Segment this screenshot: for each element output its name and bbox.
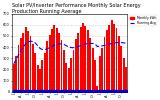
Bar xyxy=(123,58,125,92)
Point xyxy=(12,90,15,91)
Point xyxy=(98,90,101,91)
Point xyxy=(94,90,96,91)
Bar xyxy=(46,42,48,92)
Bar xyxy=(72,50,74,92)
Bar xyxy=(84,26,86,92)
Point xyxy=(36,90,39,91)
Bar xyxy=(68,68,70,92)
Bar xyxy=(32,44,34,92)
Point xyxy=(24,90,27,91)
Bar xyxy=(70,58,72,92)
Bar xyxy=(94,60,96,92)
Point xyxy=(87,90,89,91)
Text: Solar PV/Inverter Performance Monthly Solar Energy Production Running Average: Solar PV/Inverter Performance Monthly So… xyxy=(12,3,141,14)
Point xyxy=(118,90,120,91)
Bar xyxy=(41,60,43,92)
Point xyxy=(15,90,17,91)
Bar xyxy=(92,48,94,92)
Bar xyxy=(116,28,117,92)
Bar xyxy=(101,48,103,92)
Point xyxy=(72,90,75,91)
Bar xyxy=(53,25,55,92)
Point xyxy=(75,90,77,91)
Point xyxy=(63,90,65,91)
Bar xyxy=(56,28,58,92)
Bar xyxy=(58,32,60,92)
Point xyxy=(108,90,111,91)
Point xyxy=(125,90,127,91)
Bar xyxy=(65,63,67,92)
Point xyxy=(48,90,51,91)
Bar xyxy=(20,38,22,92)
Point xyxy=(67,90,70,91)
Bar xyxy=(61,40,62,92)
Bar xyxy=(13,64,15,92)
Bar xyxy=(34,53,36,92)
Point xyxy=(29,90,32,91)
Point xyxy=(46,90,48,91)
Point xyxy=(82,90,84,91)
Bar xyxy=(63,50,65,92)
Bar xyxy=(49,35,51,92)
Point xyxy=(120,90,123,91)
Point xyxy=(101,90,103,91)
Point xyxy=(91,90,94,91)
Bar xyxy=(89,38,91,92)
Bar xyxy=(104,37,105,92)
Bar xyxy=(15,56,17,92)
Point xyxy=(115,90,118,91)
Point xyxy=(56,90,58,91)
Point xyxy=(53,90,56,91)
Legend: Monthly kWh, Running Avg: Monthly kWh, Running Avg xyxy=(129,15,157,26)
Bar xyxy=(39,69,41,92)
Point xyxy=(96,90,99,91)
Point xyxy=(84,90,87,91)
Bar xyxy=(44,53,46,92)
Point xyxy=(22,90,25,91)
Point xyxy=(89,90,92,91)
Point xyxy=(103,90,106,91)
Point xyxy=(60,90,63,91)
Bar xyxy=(51,29,53,92)
Point xyxy=(51,90,53,91)
Bar xyxy=(87,30,89,92)
Bar xyxy=(75,39,77,92)
Point xyxy=(34,90,36,91)
Bar xyxy=(118,36,120,92)
Bar xyxy=(77,32,79,92)
Point xyxy=(39,90,41,91)
Bar xyxy=(18,45,20,92)
Bar xyxy=(22,32,24,92)
Point xyxy=(58,90,60,91)
Point xyxy=(65,90,68,91)
Point xyxy=(44,90,46,91)
Bar xyxy=(125,67,127,92)
Bar xyxy=(111,20,113,92)
Point xyxy=(77,90,80,91)
Point xyxy=(79,90,82,91)
Bar xyxy=(82,22,84,92)
Bar xyxy=(37,65,39,92)
Point xyxy=(106,90,108,91)
Bar xyxy=(25,27,27,92)
Point xyxy=(20,90,22,91)
Bar xyxy=(99,56,101,92)
Point xyxy=(70,90,72,91)
Bar xyxy=(120,46,122,92)
Point xyxy=(27,90,29,91)
Bar xyxy=(27,31,29,92)
Point xyxy=(32,90,34,91)
Bar xyxy=(80,27,82,92)
Bar xyxy=(29,36,31,92)
Bar xyxy=(96,86,98,92)
Bar xyxy=(108,25,110,92)
Point xyxy=(41,90,44,91)
Point xyxy=(110,90,113,91)
Bar xyxy=(113,24,115,92)
Point xyxy=(17,90,20,91)
Bar xyxy=(106,30,108,92)
Point xyxy=(122,90,125,91)
Point xyxy=(113,90,115,91)
